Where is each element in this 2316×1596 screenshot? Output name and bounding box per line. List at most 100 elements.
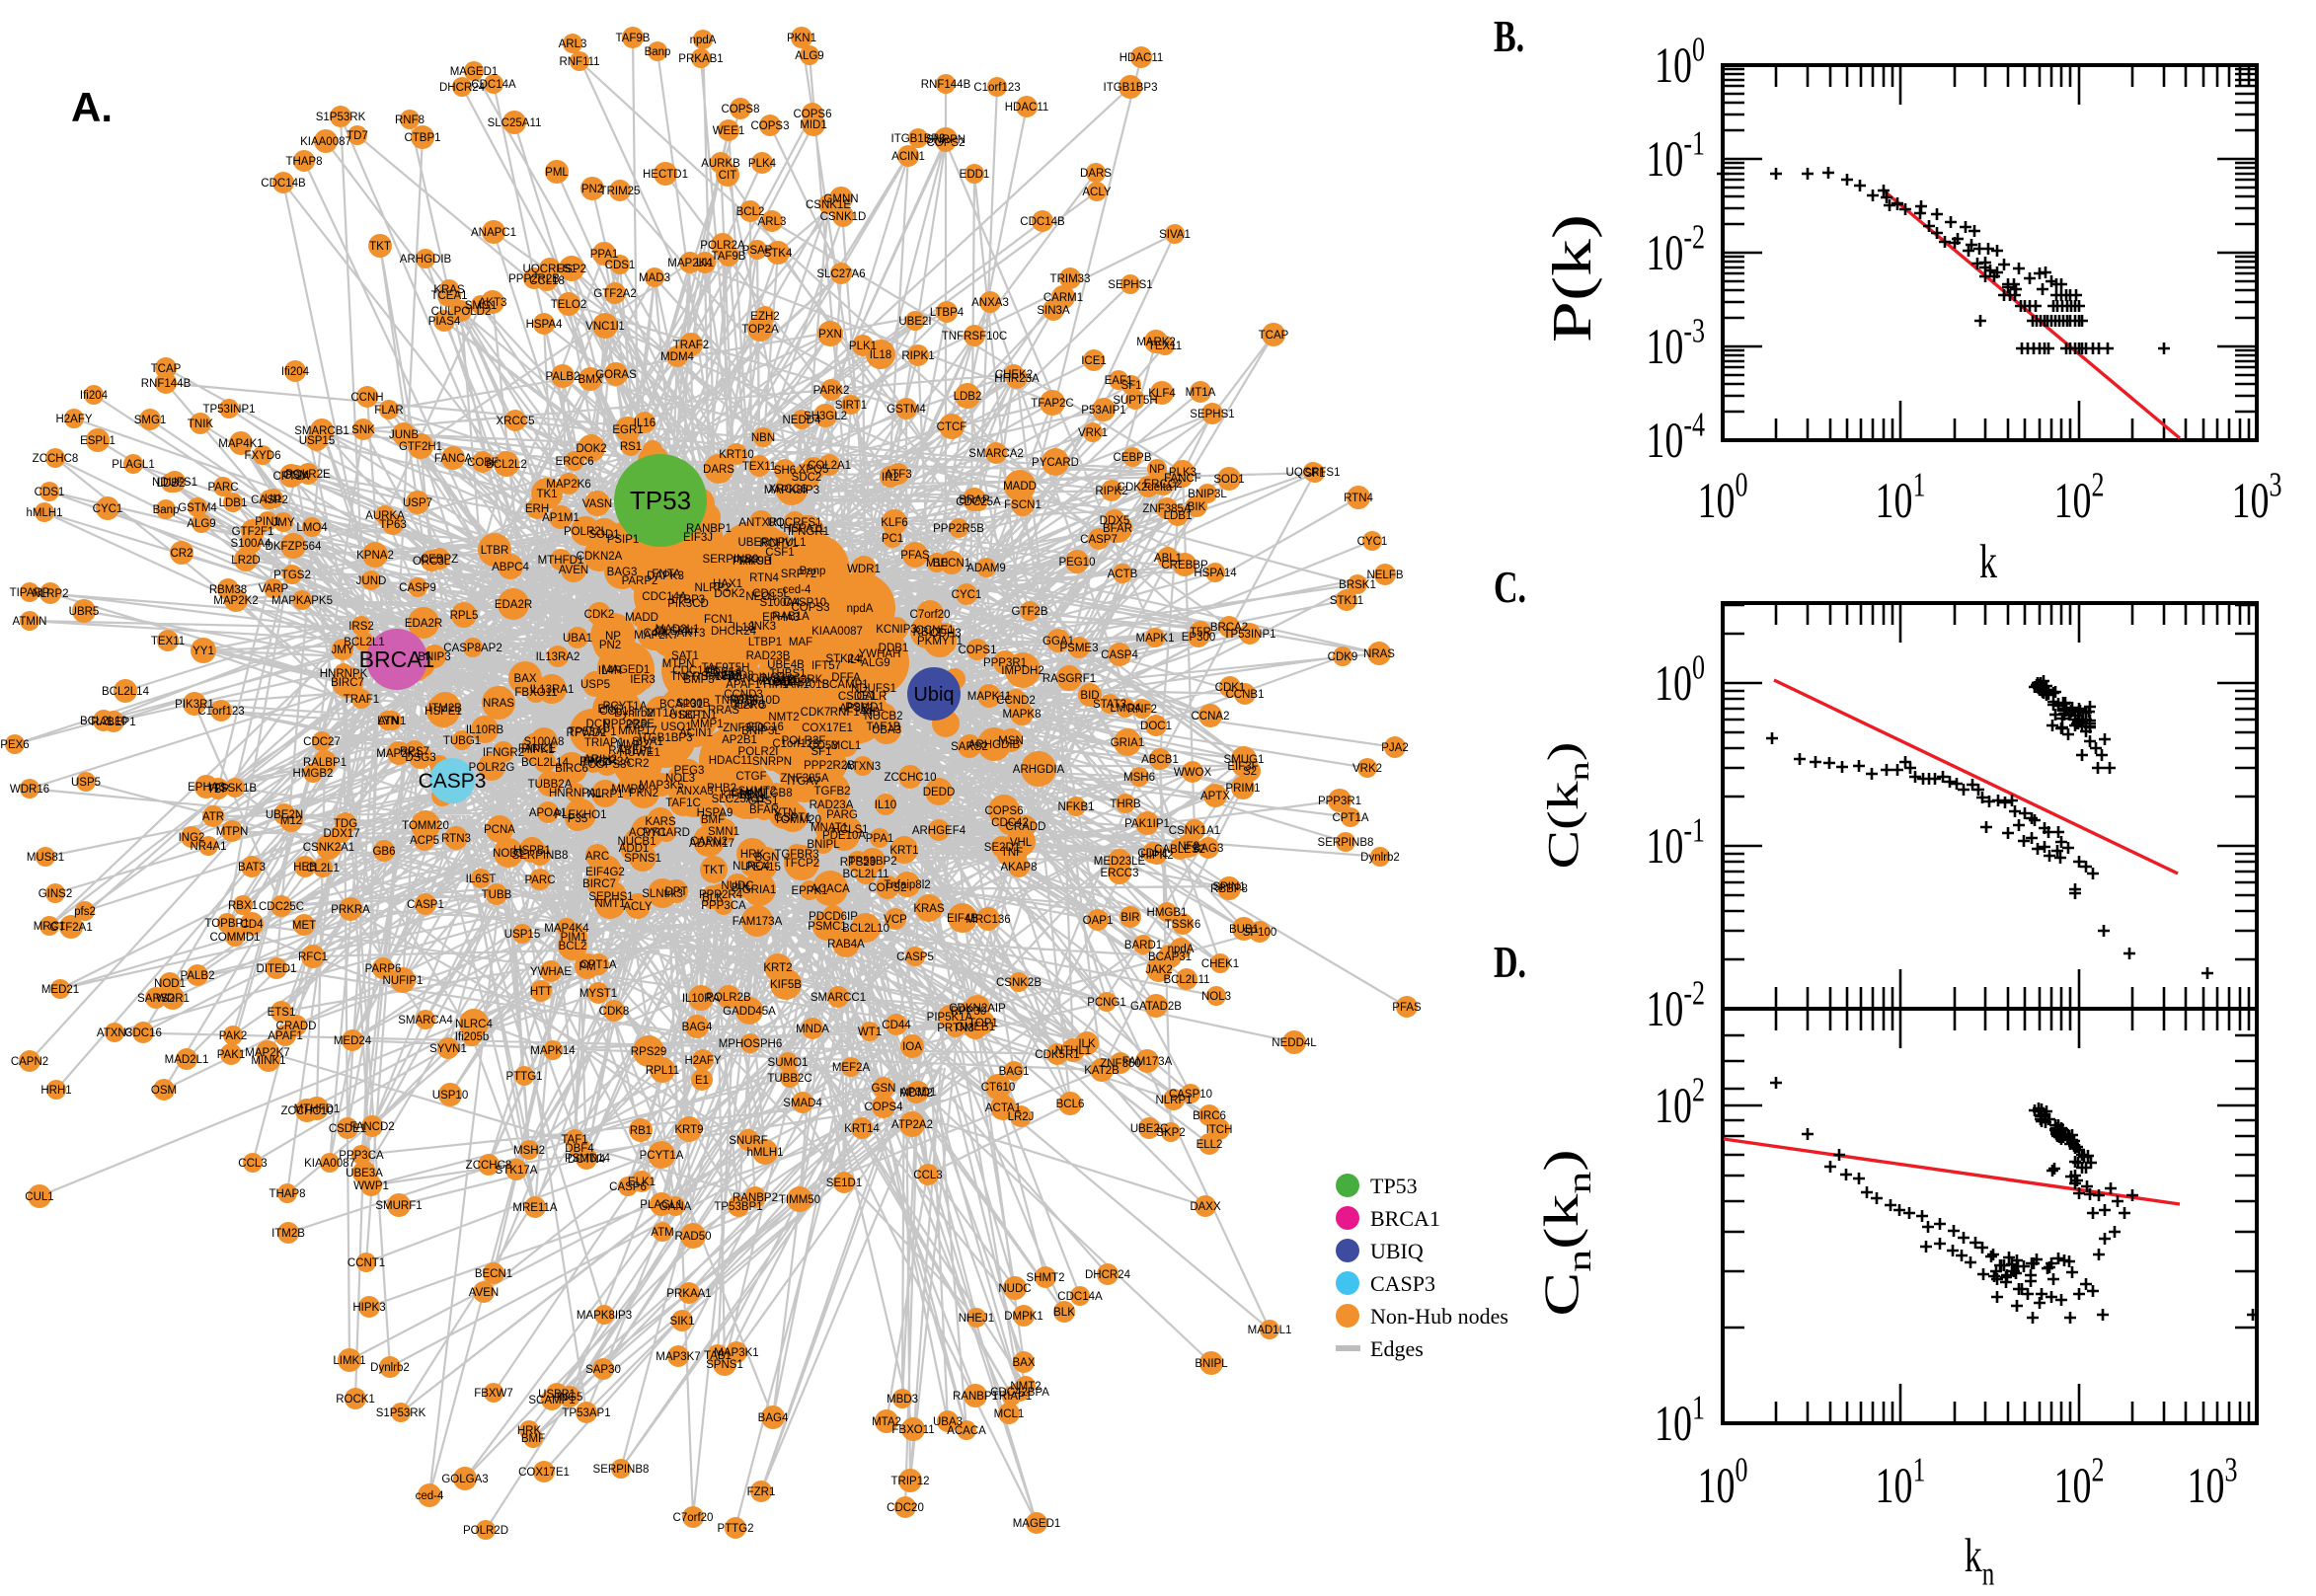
svg-text:SNK: SNK xyxy=(351,424,375,436)
svg-text:ADAM9: ADAM9 xyxy=(966,563,1006,574)
svg-text:BAG1: BAG1 xyxy=(999,1066,1030,1078)
svg-text:EIF4B: EIF4B xyxy=(947,913,978,925)
svg-text:LDB2: LDB2 xyxy=(954,391,982,403)
svg-text:TKT: TKT xyxy=(369,241,391,253)
svg-text:SNURF: SNURF xyxy=(729,1135,768,1147)
svg-text:ROCK1: ROCK1 xyxy=(336,1394,375,1406)
svg-text:ATP2A2: ATP2A2 xyxy=(891,1119,933,1131)
svg-text:TKT: TKT xyxy=(703,865,725,876)
svg-text:B.: B. xyxy=(1494,11,1524,61)
svg-text:NLRP1: NLRP1 xyxy=(1155,1095,1192,1106)
svg-text:XRCC5: XRCC5 xyxy=(497,416,535,427)
svg-text:FBXO11: FBXO11 xyxy=(514,687,557,699)
svg-text:TRIP12: TRIP12 xyxy=(891,1476,930,1487)
svg-text:hMLH1: hMLH1 xyxy=(26,507,62,519)
svg-text:GMEB1: GMEB1 xyxy=(956,1022,995,1033)
svg-text:EZH2: EZH2 xyxy=(750,311,779,323)
svg-text:OAP1: OAP1 xyxy=(1083,915,1114,927)
svg-text:KRT10: KRT10 xyxy=(719,449,754,461)
svg-text:CRADD: CRADD xyxy=(276,1021,317,1032)
svg-text:DCTN1: DCTN1 xyxy=(679,710,717,722)
svg-text:NLRC4: NLRC4 xyxy=(733,861,770,873)
svg-text:PRKRA: PRKRA xyxy=(331,904,370,916)
svg-text:AP1M1: AP1M1 xyxy=(542,512,579,524)
svg-text:PCNG1: PCNG1 xyxy=(1087,997,1126,1009)
svg-text:VNC1l1: VNC1l1 xyxy=(585,321,625,333)
svg-text:KIF5B: KIF5B xyxy=(770,979,802,991)
svg-text:RAB4A: RAB4A xyxy=(827,939,865,950)
svg-text:LMO4: LMO4 xyxy=(296,522,328,534)
svg-text:TOMM20: TOMM20 xyxy=(402,820,449,832)
svg-text:TP53: TP53 xyxy=(1370,1174,1418,1198)
svg-text:AP2B1: AP2B1 xyxy=(722,734,757,746)
svg-text:SERPINB8: SERPINB8 xyxy=(1318,837,1374,849)
svg-text:TRIAP1: TRIAP1 xyxy=(584,737,624,749)
svg-text:PSME3: PSME3 xyxy=(1060,643,1099,654)
svg-text:COPS2: COPS2 xyxy=(869,882,907,894)
svg-text:ITM2B: ITM2B xyxy=(271,1228,305,1240)
svg-text:MMP9: MMP9 xyxy=(611,784,644,796)
svg-text:SP100: SP100 xyxy=(1243,927,1277,939)
svg-text:MAGED1: MAGED1 xyxy=(602,664,651,676)
svg-text:TSSK1B: TSSK1B xyxy=(213,783,257,795)
svg-text:BLK: BLK xyxy=(702,892,724,904)
svg-text:MAPK14: MAPK14 xyxy=(530,1045,576,1057)
svg-text:HSPA4: HSPA4 xyxy=(526,319,563,331)
svg-text:YWHAH: YWHAH xyxy=(859,648,901,660)
svg-text:CEBPB: CEBPB xyxy=(1114,452,1152,464)
svg-text:PKN1: PKN1 xyxy=(787,33,816,44)
svg-text:ALG9: ALG9 xyxy=(861,657,889,669)
svg-text:P35: P35 xyxy=(568,813,587,825)
svg-text:PPP2R2B: PPP2R2B xyxy=(508,273,560,285)
svg-text:FAM173A: FAM173A xyxy=(733,916,783,928)
svg-text:EDA2R: EDA2R xyxy=(495,599,532,611)
svg-text:DEDD: DEDD xyxy=(923,787,956,798)
svg-text:CDS1: CDS1 xyxy=(35,487,65,498)
svg-text:CUL1: CUL1 xyxy=(25,1191,53,1203)
svg-text:TRAF1: TRAF1 xyxy=(344,694,379,706)
svg-text:UBE4B: UBE4B xyxy=(767,659,805,671)
svg-text:MAGED1: MAGED1 xyxy=(450,66,499,78)
svg-text:CHEK1: CHEK1 xyxy=(1201,958,1239,970)
svg-text:ERH: ERH xyxy=(525,503,549,515)
svg-text:TNF: TNF xyxy=(1001,847,1023,859)
svg-text:C1orf123: C1orf123 xyxy=(772,738,818,750)
svg-text:VRK1: VRK1 xyxy=(1078,427,1108,439)
svg-text:BAG3: BAG3 xyxy=(1194,843,1224,855)
svg-text:SMARCC1: SMARCC1 xyxy=(811,992,866,1004)
svg-text:PRKCH: PRKCH xyxy=(733,556,772,568)
svg-text:ADAM17: ADAM17 xyxy=(689,838,734,850)
svg-text:BID: BID xyxy=(1080,690,1099,702)
svg-text:HTT: HTT xyxy=(530,986,552,998)
svg-text:FANCA: FANCA xyxy=(434,453,473,465)
svg-text:ACTA1: ACTA1 xyxy=(985,1102,1021,1114)
svg-text:MTHFD1: MTHFD1 xyxy=(294,1103,341,1115)
svg-text:PARC: PARC xyxy=(207,482,238,494)
svg-text:BECN1: BECN1 xyxy=(933,558,970,570)
svg-text:BNIP3L: BNIP3L xyxy=(741,725,781,737)
svg-text:STK24: STK24 xyxy=(825,653,861,665)
svg-text:XRCC6: XRCC6 xyxy=(769,484,808,495)
svg-text:PPP3R1: PPP3R1 xyxy=(1318,796,1361,807)
svg-text:CL2L1: CL2L1 xyxy=(306,863,340,874)
svg-text:TUBG1: TUBG1 xyxy=(443,735,481,747)
svg-text:PPP2R2A: PPP2R2A xyxy=(579,756,631,768)
svg-text:ABCB1: ABCB1 xyxy=(1141,754,1179,766)
svg-text:CD53: CD53 xyxy=(809,740,837,752)
svg-text:MED21: MED21 xyxy=(41,984,79,996)
svg-text:AKT3: AKT3 xyxy=(677,628,706,640)
svg-text:PTTG1: PTTG1 xyxy=(505,1071,542,1083)
svg-text:SE2D1: SE2D1 xyxy=(984,842,1020,854)
svg-text:MSH2: MSH2 xyxy=(513,1145,545,1157)
svg-text:RNF144B: RNF144B xyxy=(830,707,881,719)
svg-text:RS1: RS1 xyxy=(620,441,642,453)
svg-text:EGR1: EGR1 xyxy=(612,424,643,436)
svg-text:MAD2L1: MAD2L1 xyxy=(656,624,700,636)
svg-text:KRAS: KRAS xyxy=(433,284,465,296)
svg-text:PPP2R4: PPP2R4 xyxy=(699,889,743,901)
svg-text:GTF2H1: GTF2H1 xyxy=(399,441,442,453)
svg-text:DHCR24: DHCR24 xyxy=(1085,1269,1131,1281)
svg-text:COPB2: COPB2 xyxy=(773,677,811,689)
svg-text:SCAMP1: SCAMP1 xyxy=(821,679,868,691)
svg-text:CPT1A: CPT1A xyxy=(1332,812,1368,824)
